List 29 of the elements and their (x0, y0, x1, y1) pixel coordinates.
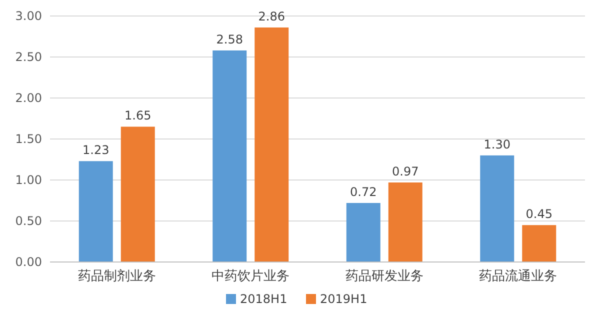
bar (78, 161, 113, 262)
legend-label: 2019H1 (320, 292, 368, 306)
data-label: 0.97 (392, 164, 419, 178)
bar (120, 126, 155, 262)
x-tick-label: 药品制剂业务 (78, 268, 156, 284)
bar (480, 155, 514, 262)
y-tick-label: 1.50 (15, 132, 42, 146)
bar (346, 202, 380, 262)
x-tick-label: 药品流通业务 (479, 268, 558, 284)
bar (254, 27, 289, 262)
bar (212, 50, 247, 262)
legend-label: 2018H1 (240, 292, 288, 306)
y-tick-label: 3.00 (15, 9, 42, 23)
y-tick-label: 0.50 (15, 214, 42, 228)
x-tick-label: 药品研发业务 (345, 269, 424, 284)
bar (388, 182, 422, 262)
x-tick-label: 中药饮片业务 (212, 269, 290, 284)
y-tick-label: 2.50 (15, 50, 42, 64)
data-label: 0.72 (350, 184, 377, 199)
data-label: 1.65 (124, 108, 152, 123)
data-label: 2.86 (258, 9, 285, 24)
y-tick-label: 1.00 (15, 173, 42, 187)
bar (522, 225, 556, 262)
y-tick-label: 0.00 (15, 255, 42, 269)
data-label: 1.23 (82, 143, 110, 158)
y-tick-label: 2.00 (15, 91, 42, 105)
data-label: 2.58 (216, 32, 243, 46)
data-label: 1.30 (484, 137, 510, 152)
data-label: 0.45 (526, 207, 552, 222)
